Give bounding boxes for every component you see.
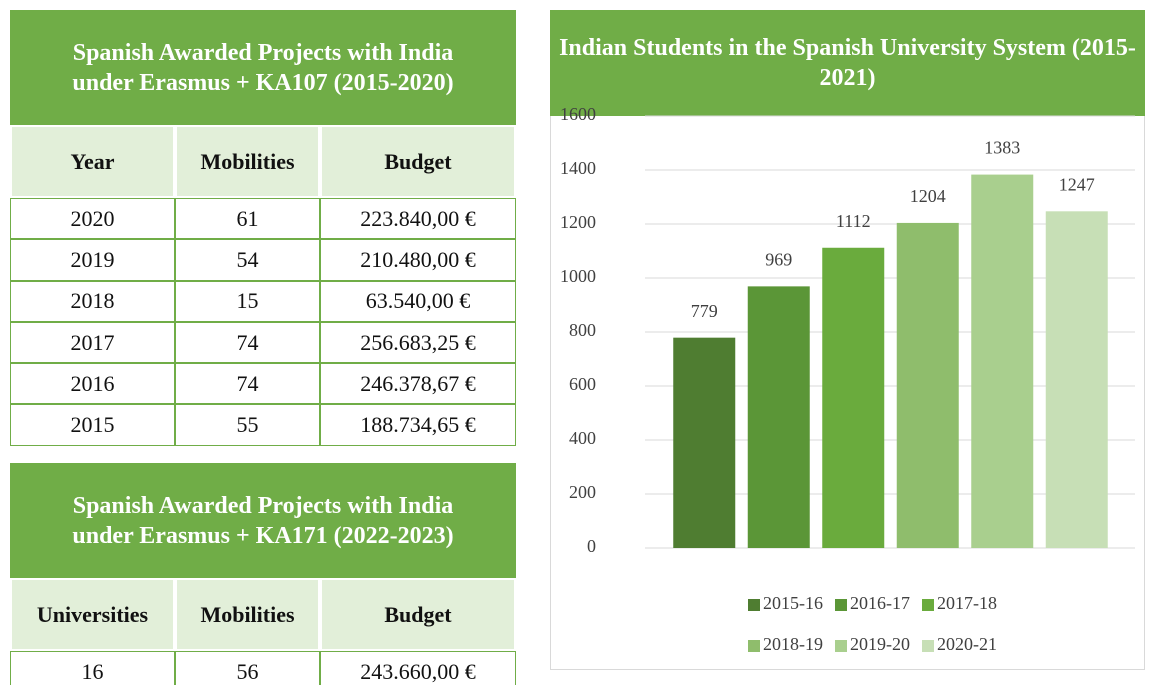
column-header: Year bbox=[10, 125, 175, 198]
bar bbox=[673, 337, 736, 548]
table-cell: 2018 bbox=[10, 280, 175, 322]
table-ka171: Spanish Awarded Projects with India unde… bbox=[10, 463, 516, 685]
data-label: 1383 bbox=[984, 138, 1020, 158]
legend-label: 2016-17 bbox=[850, 593, 910, 613]
legend-label: 2020-21 bbox=[937, 634, 997, 654]
y-tick-label: 1400 bbox=[560, 158, 596, 178]
bar bbox=[822, 247, 885, 548]
table-cell: 2016 bbox=[10, 363, 175, 405]
column-header: Budget bbox=[320, 125, 516, 198]
chart-title: Indian Students in the Spanish Universit… bbox=[559, 35, 1136, 91]
table-cell: 2020 bbox=[10, 198, 175, 240]
y-tick-label: 1200 bbox=[560, 212, 596, 232]
legend-swatch bbox=[748, 640, 760, 652]
data-label: 1247 bbox=[1059, 174, 1095, 194]
legend-swatch bbox=[922, 640, 934, 652]
table-ka107: Spanish Awarded Projects with India unde… bbox=[10, 10, 516, 446]
table-cell: 74 bbox=[175, 321, 320, 364]
table-cell: 15 bbox=[175, 280, 320, 322]
legend-label: 2017-18 bbox=[937, 593, 997, 613]
data-label: 969 bbox=[765, 249, 792, 269]
bar bbox=[747, 286, 810, 548]
y-tick-label: 800 bbox=[569, 320, 596, 340]
column-header: Universities bbox=[10, 578, 175, 651]
table-grid: Universities Mobilities Budget 16 56 243.660,… bbox=[10, 578, 516, 685]
data-label: 779 bbox=[691, 301, 718, 321]
legend-label: 2019-20 bbox=[850, 634, 910, 654]
chart-title-band: Indian Students in the Spanish Universit… bbox=[550, 10, 1145, 116]
table-cell: 256.683,25 € bbox=[320, 321, 516, 364]
table-cell: 61 bbox=[175, 198, 320, 240]
title-text: Spanish Awarded Projects with India unde… bbox=[72, 39, 454, 96]
table-cell: 55 bbox=[175, 404, 320, 446]
y-tick-label: 400 bbox=[569, 428, 596, 448]
legend-swatch bbox=[835, 640, 847, 652]
table-cell: 223.840,00 € bbox=[320, 198, 516, 240]
table-cell: 2017 bbox=[10, 321, 175, 364]
y-tick-label: 600 bbox=[569, 374, 596, 394]
table-cell: 210.480,00 € bbox=[320, 239, 516, 281]
table-cell: 2015 bbox=[10, 404, 175, 446]
table-cell: 54 bbox=[175, 239, 320, 281]
column-header: Mobilities bbox=[175, 578, 320, 651]
table-cell: 2019 bbox=[10, 239, 175, 281]
table-cell: 243.660,00 € bbox=[320, 651, 516, 685]
y-tick-label: 200 bbox=[569, 482, 596, 502]
table-cell: 74 bbox=[175, 363, 320, 405]
table-cell: 56 bbox=[175, 651, 320, 685]
y-tick-label: 0 bbox=[587, 536, 596, 556]
table-cell: 63.540,00 € bbox=[320, 280, 516, 322]
legend-swatch bbox=[922, 599, 934, 611]
legend-label: 2018-19 bbox=[763, 634, 823, 654]
legend-swatch bbox=[748, 599, 760, 611]
legend-label: 2015-16 bbox=[763, 593, 823, 613]
bar bbox=[896, 222, 959, 549]
column-header: Mobilities bbox=[175, 125, 320, 198]
y-tick-label: 1000 bbox=[560, 266, 596, 286]
table-cell: 16 bbox=[10, 651, 175, 685]
title-text: Spanish Awarded Projects with India unde… bbox=[72, 492, 454, 549]
table-title: Spanish Awarded Projects with India unde… bbox=[10, 10, 516, 125]
table-cell: 246.378,67 € bbox=[320, 363, 516, 405]
data-label: 1204 bbox=[910, 186, 946, 206]
bar bbox=[1045, 211, 1108, 548]
bar bbox=[971, 174, 1034, 548]
data-label: 1112 bbox=[836, 211, 871, 231]
table-cell: 188.734,65 € bbox=[320, 404, 516, 446]
y-tick-label: 1600 bbox=[560, 104, 596, 124]
legend-swatch bbox=[835, 599, 847, 611]
table-title: Spanish Awarded Projects with India unde… bbox=[10, 463, 516, 578]
column-header: Budget bbox=[320, 578, 516, 651]
table-grid: Year Mobilities Budget 2020 61 223.840,00 € 20… bbox=[10, 125, 516, 446]
